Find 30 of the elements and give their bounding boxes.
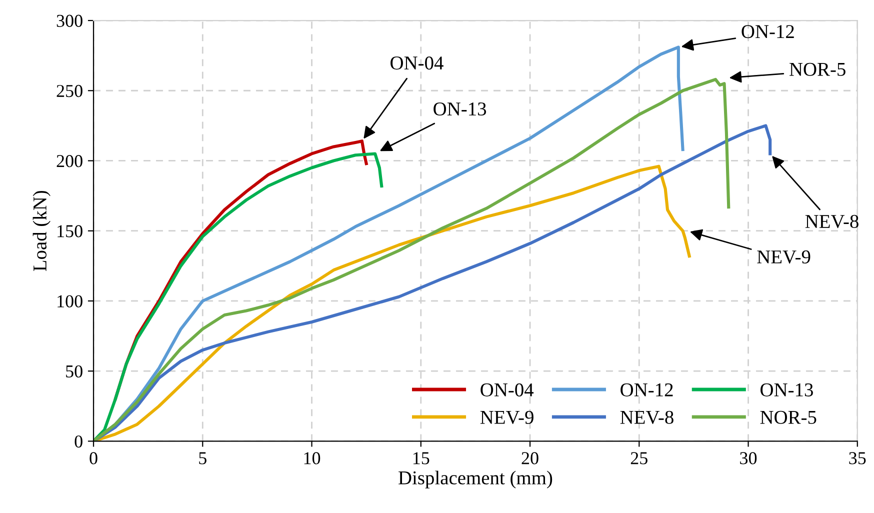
annotation: NOR-5	[790, 62, 846, 76]
legend-label: ON-13	[760, 383, 813, 396]
y-tick-label: 150	[58, 225, 82, 238]
y-tick-label: 250	[56, 84, 82, 98]
legend-label: ON-04	[480, 383, 534, 396]
line-series	[94, 152, 384, 442]
legend-label: NEV-9	[480, 410, 534, 424]
y-tick-label: 50	[66, 365, 82, 378]
y-tick-label: 300	[56, 14, 82, 27]
annotation: NEV-9	[757, 250, 810, 264]
x-tick-label: 35	[849, 452, 866, 464]
y-tick-label: 0	[74, 435, 82, 448]
x-tick-label: 10	[304, 452, 320, 464]
annotation: NEV-8	[805, 214, 858, 228]
x-tick-label: 30	[740, 452, 757, 464]
y-tick-label: 200	[56, 155, 82, 168]
legend-label: NOR-5	[760, 410, 816, 424]
legend-label: NEV-8	[620, 410, 674, 424]
x-tick-label: 5	[199, 452, 206, 464]
y-axis-title: Load (kN)	[32, 190, 50, 272]
annotation: ON-13	[434, 102, 486, 116]
y-tick-label: 100	[58, 295, 82, 308]
x-tick-label: 15	[413, 452, 430, 464]
annotation: ON-12	[742, 25, 794, 38]
x-axis-title: Displacement (mm)	[398, 470, 552, 488]
annotation: ON-04	[390, 56, 444, 70]
x-tick-label: 25	[630, 452, 648, 464]
legend-label: ON-12	[620, 383, 673, 396]
x-tick-label: 20	[522, 452, 538, 464]
x-tick-label: 0	[90, 452, 98, 464]
